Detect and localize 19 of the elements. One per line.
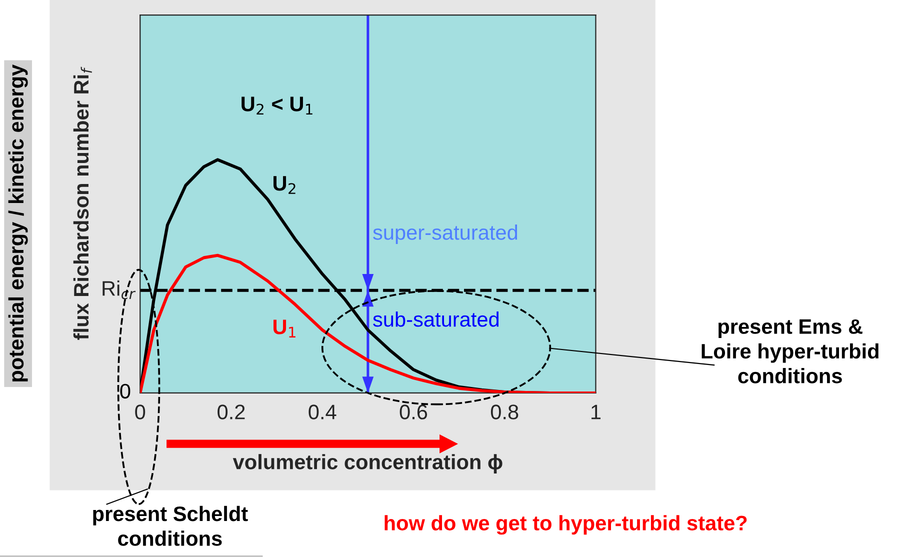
x-tick-label: 0.8 (490, 404, 518, 420)
y-axis-title: flux Richardson number Ri$_{f}$ (73, 66, 92, 340)
ref-line-label: Ri$_{cr}$ (102, 280, 136, 300)
x-tick-label: 0 (135, 404, 146, 420)
text: present Ems & Loire hyper-turbid conditions (702, 319, 878, 384)
x-tick-label: 0.4 (308, 404, 336, 420)
text: U$_{2}$ < U$_{1}$ (242, 96, 312, 115)
text: present Scheldt conditions (93, 506, 248, 546)
x-tick-label: 1 (592, 404, 601, 420)
x-tick-label: 0.6 (400, 404, 428, 420)
text: how do we get to hyper-turbid state? (384, 515, 747, 535)
x-axis-title: volumetric concentration ϕ (232, 454, 502, 474)
series-label: U$_{1}$ (274, 320, 296, 338)
text: 0 (120, 384, 130, 399)
x-tick-label: 0.2 (218, 404, 245, 420)
series-label: U$_{2}$ (274, 176, 296, 194)
text: potential energy / kinetic energy (8, 64, 28, 382)
annotation: super-saturated (373, 224, 518, 244)
annotation: sub-saturated (373, 311, 499, 327)
